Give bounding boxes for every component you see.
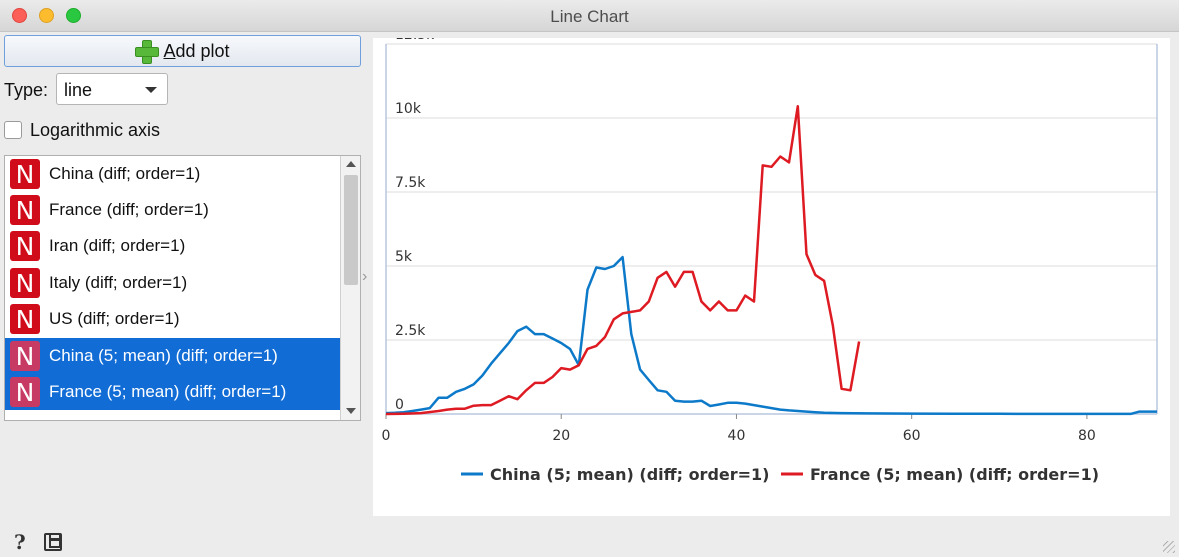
list-item-label: China (5; mean) (diff; order=1) <box>49 346 278 365</box>
list-item[interactable]: N France (5; mean) (diff; order=1) <box>5 374 340 410</box>
type-select-value: line <box>64 80 93 100</box>
list-item-label: Italy (diff; order=1) <box>49 273 188 292</box>
numeric-variable-icon: N <box>10 159 40 189</box>
x-tick-label: 80 <box>1078 428 1096 444</box>
numeric-variable-icon: N <box>10 377 40 407</box>
x-tick-label: 20 <box>552 428 570 444</box>
add-plot-label-rest: dd plot <box>175 40 230 61</box>
list-item[interactable]: N US (diff; order=1) <box>5 301 340 337</box>
list-item-label: France (5; mean) (diff; order=1) <box>49 382 287 401</box>
list-item-label: China (diff; order=1) <box>49 164 201 183</box>
list-item-label: US (diff; order=1) <box>49 309 180 328</box>
list-item-label: Iran (diff; order=1) <box>49 236 186 255</box>
line-chart: 0 2.5k 5k 7.5k 10k 12.5k 0 20 40 60 80 China (5; me… <box>382 38 1158 484</box>
numeric-variable-icon: N <box>10 195 40 225</box>
x-tick-label: 60 <box>903 428 921 444</box>
legend-label: France (5; mean) (diff; order=1) <box>810 465 1099 484</box>
list-item[interactable]: N China (5; mean) (diff; order=1) <box>5 338 340 374</box>
resize-grip[interactable] <box>1163 541 1175 553</box>
numeric-variable-icon: N <box>10 268 40 298</box>
title-bar: Line Chart <box>0 0 1179 32</box>
list-item-label: France (diff; order=1) <box>49 200 209 219</box>
chart-area: 0 2.5k 5k 7.5k 10k 12.5k 0 20 40 60 80 China (5; me… <box>373 38 1170 516</box>
add-plot-label: Add plot <box>163 41 229 62</box>
window-title: Line Chart <box>550 7 629 26</box>
series-line <box>385 104 861 416</box>
y-tick-label: 12.5k <box>395 38 435 43</box>
x-tick-label: 40 <box>728 428 746 444</box>
close-window-button[interactable] <box>12 8 27 23</box>
legend-label: China (5; mean) (diff; order=1) <box>490 465 770 484</box>
numeric-variable-icon: N <box>10 231 40 261</box>
add-plot-button[interactable]: Add plot <box>4 35 361 67</box>
series-line <box>385 255 1157 416</box>
scroll-up-icon[interactable] <box>346 161 356 167</box>
chevron-down-icon <box>145 87 157 93</box>
y-tick-label: 0 <box>395 397 404 413</box>
logarithmic-axis-checkbox[interactable] <box>4 121 22 139</box>
splitter-chevron-icon[interactable]: › <box>362 268 368 285</box>
list-scrollbar[interactable] <box>340 156 360 420</box>
logarithmic-axis-label[interactable]: Logarithmic axis <box>30 120 161 140</box>
type-label: Type: <box>4 80 49 100</box>
scroll-down-icon[interactable] <box>346 408 356 414</box>
y-tick-label: 5k <box>395 249 413 265</box>
add-plot-mnemonic: A <box>163 40 176 61</box>
plus-icon <box>135 40 160 64</box>
x-tick-label: 0 <box>382 428 391 444</box>
maximize-window-button[interactable] <box>66 8 81 23</box>
list-item[interactable]: N Italy (diff; order=1) <box>5 265 340 301</box>
y-tick-label: 2.5k <box>395 323 426 339</box>
y-tick-label: 7.5k <box>395 175 426 191</box>
numeric-variable-icon: N <box>10 304 40 334</box>
type-select[interactable]: line <box>56 73 168 105</box>
y-tick-label: 10k <box>395 101 422 117</box>
help-icon[interactable]: ? <box>14 530 26 554</box>
minimize-window-button[interactable] <box>39 8 54 23</box>
scrollbar-thumb[interactable] <box>344 175 358 285</box>
numeric-variable-icon: N <box>10 341 40 371</box>
save-icon[interactable] <box>44 533 62 551</box>
series-list[interactable]: N China (diff; order=1) N France (diff; … <box>4 155 361 421</box>
list-item[interactable]: N Iran (diff; order=1) <box>5 228 340 264</box>
list-item[interactable]: N France (diff; order=1) <box>5 192 340 228</box>
list-item[interactable]: N China (diff; order=1) <box>5 156 340 192</box>
